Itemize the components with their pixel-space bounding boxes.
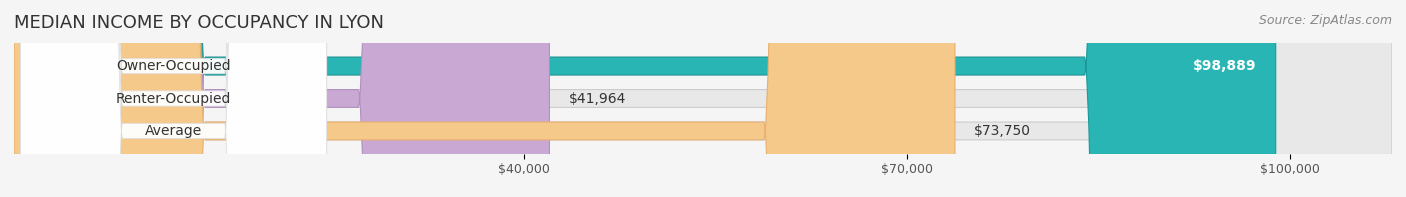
FancyBboxPatch shape <box>21 0 326 197</box>
Text: Owner-Occupied: Owner-Occupied <box>117 59 231 73</box>
Text: MEDIAN INCOME BY OCCUPANCY IN LYON: MEDIAN INCOME BY OCCUPANCY IN LYON <box>14 14 384 32</box>
FancyBboxPatch shape <box>14 0 550 197</box>
Text: Average: Average <box>145 124 202 138</box>
Text: Renter-Occupied: Renter-Occupied <box>115 91 231 106</box>
FancyBboxPatch shape <box>14 0 1392 197</box>
FancyBboxPatch shape <box>14 0 1275 197</box>
Text: $73,750: $73,750 <box>974 124 1031 138</box>
FancyBboxPatch shape <box>21 0 326 197</box>
FancyBboxPatch shape <box>14 0 1392 197</box>
FancyBboxPatch shape <box>21 0 326 197</box>
Text: $41,964: $41,964 <box>568 91 626 106</box>
FancyBboxPatch shape <box>14 0 955 197</box>
Text: Source: ZipAtlas.com: Source: ZipAtlas.com <box>1258 14 1392 27</box>
Text: $98,889: $98,889 <box>1194 59 1257 73</box>
FancyBboxPatch shape <box>14 0 1392 197</box>
